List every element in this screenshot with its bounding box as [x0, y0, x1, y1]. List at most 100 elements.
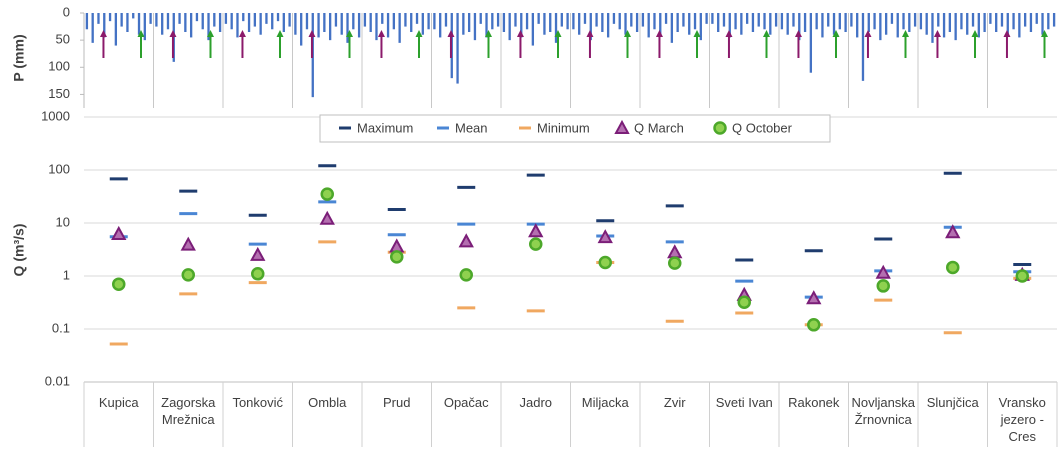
- x-tick-label: Sveti Ivan: [715, 395, 773, 410]
- precip-bar: [265, 13, 268, 24]
- circle-marker: [320, 187, 334, 201]
- precip-bar: [827, 13, 830, 27]
- triangle-marker: [180, 236, 196, 251]
- precip-bar: [977, 13, 980, 38]
- precip-bar: [705, 13, 708, 24]
- event-arrow-head: [864, 30, 872, 37]
- precip-bar: [763, 13, 766, 30]
- precip-bar: [108, 13, 112, 22]
- precip-bar: [861, 13, 865, 81]
- precip-bar: [300, 13, 303, 46]
- precip-bar: [925, 13, 928, 35]
- precip-bar: [1041, 13, 1044, 35]
- legend-label: Minimum: [537, 120, 590, 135]
- precip-bar: [954, 13, 957, 41]
- event-arrow-head: [345, 30, 353, 37]
- precip-bar: [745, 13, 749, 24]
- precip-bar: [792, 13, 795, 27]
- precip-bar: [960, 13, 963, 30]
- event-arrow-head: [516, 30, 524, 37]
- precip-bar: [323, 13, 326, 32]
- precip-bar: [995, 13, 998, 32]
- precip-bar: [635, 13, 639, 32]
- event-arrow-head: [693, 30, 701, 37]
- precip-bar: [386, 13, 390, 38]
- precip-bar: [815, 13, 818, 30]
- triangle-marker: [597, 229, 613, 244]
- precip-bar: [352, 13, 355, 30]
- precip-bar: [549, 13, 552, 32]
- legend-box: [319, 114, 831, 143]
- p-axis-label: P (mm): [11, 34, 27, 81]
- circle-marker: [112, 277, 126, 291]
- precip-bar: [780, 13, 784, 30]
- precip-bar: [769, 13, 772, 35]
- precip-bar: [983, 13, 986, 32]
- precip-bar: [896, 13, 899, 38]
- precip-bar: [236, 13, 239, 38]
- precip-bar: [427, 13, 430, 30]
- precip-bar: [722, 13, 726, 27]
- precip-bar: [525, 13, 529, 30]
- precip-bar: [410, 13, 413, 32]
- precip-bar: [1012, 13, 1015, 30]
- precip-bar: [242, 13, 245, 22]
- precip-bar: [630, 13, 633, 27]
- precip-bar: [676, 13, 679, 32]
- precip-bar: [595, 13, 598, 27]
- triangle-marker: [945, 224, 961, 239]
- precip-bar: [195, 13, 199, 22]
- precip-bar: [305, 13, 309, 30]
- x-tick-label: Zagorska Mrežnica: [161, 395, 216, 427]
- precip-bar: [120, 13, 123, 27]
- precip-bar: [543, 13, 546, 35]
- precip-bar: [276, 13, 280, 22]
- precip-bar: [491, 13, 494, 30]
- precip-bar: [404, 13, 407, 27]
- q-tick-label: 100: [48, 161, 70, 176]
- precip-bar: [566, 13, 569, 30]
- precip-bar: [919, 13, 923, 30]
- precip-bar: [415, 13, 419, 24]
- precip-bar: [213, 13, 216, 27]
- legend-label: Q March: [634, 120, 684, 135]
- x-tick-label: Jadro: [519, 395, 553, 410]
- precip-bar: [740, 13, 743, 35]
- precip-bar: [966, 13, 969, 35]
- event-arrow-head: [971, 30, 979, 37]
- precip-bar: [659, 13, 662, 35]
- p-tick-label: 0: [63, 4, 70, 19]
- precip-bar: [132, 13, 135, 19]
- q-tick-label: 0.1: [52, 320, 70, 335]
- precip-bar: [514, 13, 517, 27]
- precip-bar: [774, 13, 778, 27]
- precip-bar: [890, 13, 894, 24]
- precip-bar: [161, 13, 164, 35]
- precip-bar: [601, 13, 604, 32]
- triangle-marker: [458, 233, 474, 248]
- precip-bar: [317, 13, 320, 38]
- precip-bar: [178, 13, 181, 24]
- event-arrow-head: [1003, 30, 1011, 37]
- precip-bar: [682, 13, 685, 27]
- precip-bar: [879, 13, 882, 41]
- precip-bar: [294, 13, 297, 35]
- precip-bar: [908, 13, 911, 32]
- x-tick-label: Miljacka: [581, 395, 629, 410]
- triangle-marker: [250, 246, 266, 261]
- legend-label: Maximum: [357, 120, 413, 135]
- x-tick-label: Zvir: [663, 395, 686, 410]
- precip-bar: [201, 13, 204, 30]
- precip-bar: [271, 13, 274, 30]
- q-axis-label: Q (m³/s): [11, 224, 27, 277]
- event-arrow-head: [169, 30, 177, 37]
- precip-bar: [496, 13, 500, 27]
- q-tick-label: 1000: [41, 108, 70, 123]
- precip-bar: [653, 13, 656, 30]
- event-arrow-head: [832, 30, 840, 37]
- precip-bar: [873, 13, 876, 30]
- circle-marker: [668, 256, 682, 270]
- x-tick-label: Rakonek: [788, 395, 840, 410]
- event-arrow-head: [725, 30, 733, 37]
